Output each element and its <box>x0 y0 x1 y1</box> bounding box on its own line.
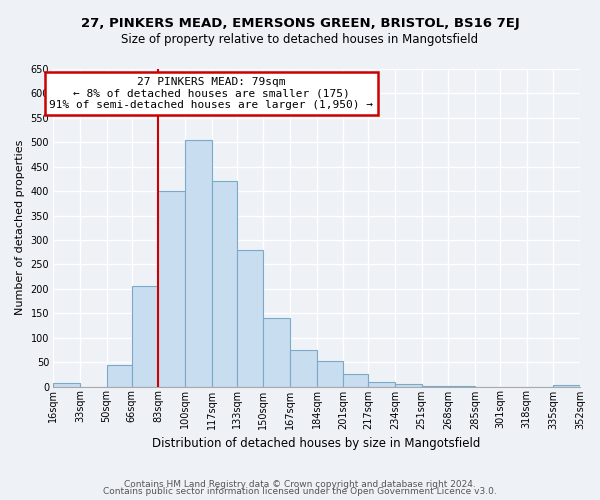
Text: 27 PINKERS MEAD: 79sqm
← 8% of detached houses are smaller (175)
91% of semi-det: 27 PINKERS MEAD: 79sqm ← 8% of detached … <box>49 77 373 110</box>
Text: 27, PINKERS MEAD, EMERSONS GREEN, BRISTOL, BS16 7EJ: 27, PINKERS MEAD, EMERSONS GREEN, BRISTO… <box>80 18 520 30</box>
Bar <box>317 361 343 386</box>
X-axis label: Distribution of detached houses by size in Mangotsfield: Distribution of detached houses by size … <box>152 437 481 450</box>
Bar <box>290 350 317 387</box>
Bar <box>132 286 158 386</box>
Text: Contains public sector information licensed under the Open Government Licence v3: Contains public sector information licen… <box>103 487 497 496</box>
Bar <box>395 384 422 386</box>
Text: Contains HM Land Registry data © Crown copyright and database right 2024.: Contains HM Land Registry data © Crown c… <box>124 480 476 489</box>
Bar <box>237 250 263 386</box>
Bar <box>107 364 132 386</box>
Y-axis label: Number of detached properties: Number of detached properties <box>15 140 25 316</box>
Bar <box>368 382 395 386</box>
Bar <box>158 191 185 386</box>
Bar <box>212 182 237 386</box>
Bar <box>343 374 368 386</box>
Bar <box>263 318 290 386</box>
Bar <box>185 140 212 386</box>
Bar <box>553 385 580 386</box>
Text: Size of property relative to detached houses in Mangotsfield: Size of property relative to detached ho… <box>121 32 479 46</box>
Bar <box>53 382 80 386</box>
